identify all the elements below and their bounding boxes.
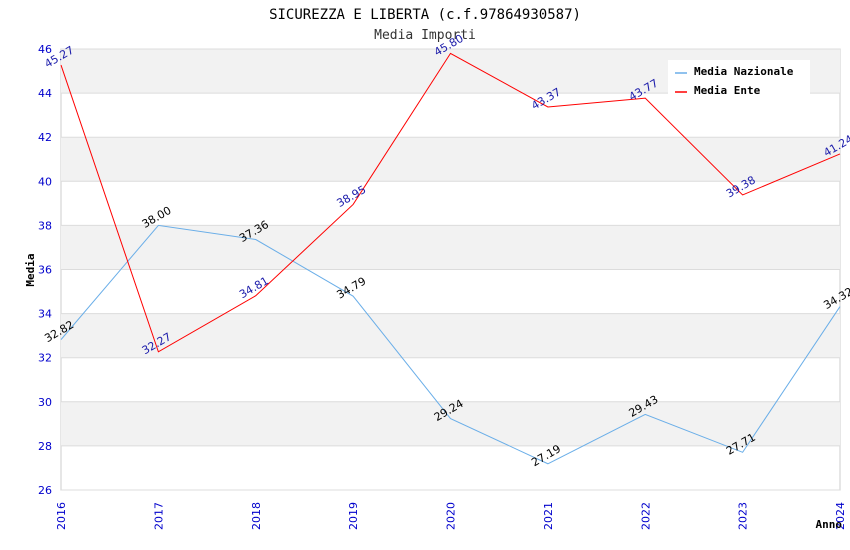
y-tick-label: 36: [38, 264, 52, 277]
y-tick-label: 32: [38, 352, 52, 365]
x-tick-label: 2017: [152, 502, 165, 530]
x-tick-label: 2023: [737, 502, 750, 530]
grid-band: [61, 313, 840, 358]
legend-label-ente: Media Ente: [694, 84, 761, 97]
legend-label-nazionale: Media Nazionale: [694, 65, 794, 78]
series-line-1: [60, 52, 841, 353]
grid-band: [61, 401, 840, 446]
x-tick-label: 2018: [250, 502, 263, 530]
x-axis-label: Anno: [816, 518, 843, 531]
x-tick-label: 2016: [55, 502, 68, 530]
y-tick-label: 44: [38, 87, 52, 100]
chart-subtitle: Media Importi: [374, 28, 476, 43]
legend-box: [668, 60, 810, 98]
grid-band: [61, 137, 840, 182]
y-axis-label: Media: [24, 253, 37, 286]
x-tick-label: 2024: [834, 502, 847, 530]
series-line-0: [60, 224, 841, 465]
series-lines: [60, 52, 841, 465]
x-axis-ticks: 2016 2017 2018 2019 2020 2021 2022 2023 2024: [55, 502, 847, 530]
x-tick-label: 2021: [542, 502, 555, 530]
legend: Media Nazionale Media Ente: [668, 60, 810, 98]
chart-title: SICUREZZA E LIBERTA (c.f.97864930587): [269, 7, 581, 23]
y-tick-label: 28: [38, 440, 52, 453]
y-axis-ticks: 26 28 30 32 34 36 38 40 42 44 46: [38, 43, 52, 497]
x-tick-label: 2019: [347, 502, 360, 530]
y-tick-label: 42: [38, 131, 52, 144]
y-tick-label: 40: [38, 175, 52, 188]
y-tick-label: 34: [38, 308, 52, 321]
y-tick-label: 26: [38, 484, 52, 497]
y-tick-label: 38: [38, 219, 52, 232]
x-tick-label: 2022: [639, 502, 652, 530]
x-tick-label: 2020: [445, 502, 458, 530]
y-tick-label: 46: [38, 43, 52, 56]
y-tick-label: 30: [38, 396, 52, 409]
grid-band: [61, 225, 840, 270]
grid: [61, 48, 840, 491]
